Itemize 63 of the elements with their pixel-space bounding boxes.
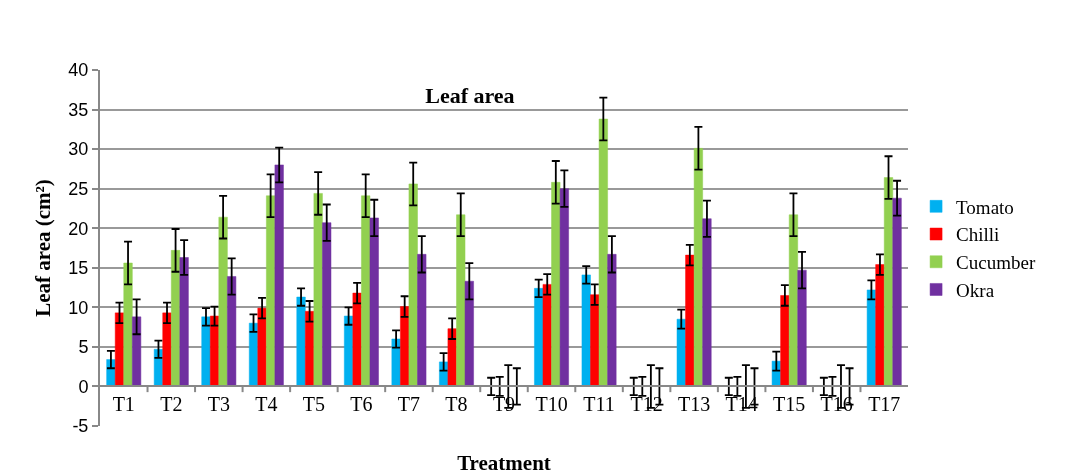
bar: [322, 222, 332, 387]
bar: [542, 284, 552, 387]
bar: [162, 312, 172, 387]
bar: [369, 217, 379, 387]
bar: [201, 316, 211, 387]
x-axis-title: Treatment: [457, 451, 551, 476]
bar: [274, 164, 284, 387]
bar: [227, 276, 237, 387]
bar: [866, 289, 876, 387]
x-tick-label: T5: [302, 393, 325, 416]
x-tick-label: T15: [773, 393, 806, 416]
x-tick-label: T4: [255, 393, 278, 416]
y-axis-title: Leaf area (cm²): [31, 179, 56, 317]
x-tick-label: T6: [350, 393, 373, 416]
bar: [179, 257, 189, 387]
bar: [313, 193, 323, 387]
bar: [257, 307, 267, 387]
y-tick-label: 30: [68, 139, 89, 160]
x-tick-label: T2: [160, 393, 183, 416]
bar: [797, 269, 807, 387]
x-tick-label: T8: [445, 393, 468, 416]
legend-label: Chilli: [956, 224, 1000, 246]
x-tick-label: T11: [583, 393, 615, 416]
text: Leaf area: [425, 82, 515, 108]
bar: [447, 328, 457, 387]
bar: [559, 188, 569, 387]
y-tick-label: 25: [68, 178, 89, 199]
y-tick-label: 35: [68, 99, 89, 120]
bar: [132, 316, 142, 387]
bar: [464, 280, 474, 387]
x-tick-label: T7: [397, 393, 421, 416]
bar: [352, 292, 362, 387]
bar: [456, 214, 466, 387]
x-tick-label: T10: [535, 393, 568, 416]
x-tick-label: T1: [112, 393, 135, 416]
y-tick-label: 20: [68, 218, 89, 239]
bar: [676, 318, 686, 387]
bar: [892, 197, 902, 387]
bar: [607, 254, 617, 387]
bar: [702, 218, 712, 387]
bar: [875, 264, 885, 387]
y-tick-label: 15: [68, 258, 89, 279]
y-tick-label: -5: [72, 416, 89, 437]
x-tick-label: T3: [207, 393, 230, 416]
y-tick-label: 10: [68, 297, 89, 318]
legend-label: Cucumber: [956, 252, 1036, 274]
bar: [391, 338, 401, 387]
y-tick-label: 0: [78, 376, 89, 397]
bar: [218, 216, 228, 387]
bar: [296, 296, 306, 387]
bar: [408, 183, 418, 387]
y-tick-label: 5: [78, 337, 89, 358]
legend-label: Tomato: [956, 196, 1014, 218]
x-tick-label: T17: [868, 393, 901, 416]
bar: [693, 148, 703, 387]
x-tick-label: T13: [678, 393, 711, 416]
bar: [417, 254, 427, 387]
bar: [123, 262, 133, 387]
bar: [780, 295, 790, 387]
bar: [581, 274, 591, 387]
bar: [598, 118, 608, 387]
y-tick-label: 40: [68, 60, 89, 81]
legend-label: Okra: [956, 279, 995, 301]
